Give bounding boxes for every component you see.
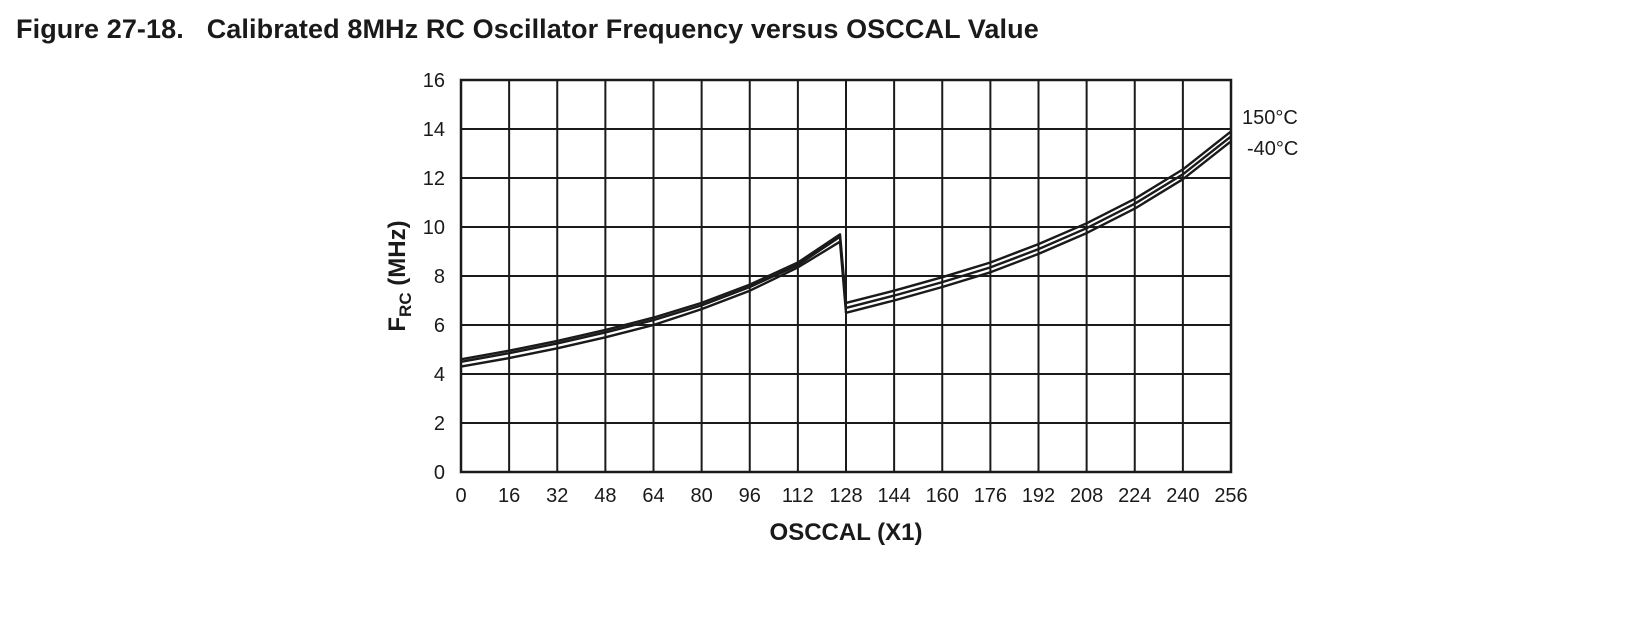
x-tick-label-14: 224 [1118,485,1151,507]
x-tick-label-4: 64 [642,485,664,507]
y-axis-title-unit: (MHz) [384,220,411,292]
grid [460,79,1232,473]
x-tick-label-1: 16 [498,485,520,507]
series-line-2 [460,140,1232,368]
x-axis-title: OSCCAL (X1) [770,519,923,546]
series-labels: 150°C -40°C [1242,107,1298,160]
y-tick-label-8: 16 [423,70,445,92]
figure-number: Figure 27-18. [16,14,184,44]
y-axis-title-main: F [384,317,411,332]
y-tick-label-7: 14 [423,119,445,141]
y-tick-label-3: 6 [434,315,445,337]
y-axis-title: FRC (MHz) [384,220,415,331]
series-lines [460,130,1232,368]
x-tick-label-10: 160 [926,485,959,507]
x-tick-label-13: 208 [1070,485,1103,507]
series-label-0: 150°C [1242,107,1298,129]
x-tick-label-7: 112 [782,485,814,507]
x-tick-label-6: 96 [739,485,761,507]
x-tick-label-15: 240 [1166,485,1199,507]
y-tick-labels: 0 2 4 6 8 10 12 14 16 [423,70,445,484]
y-tick-label-0: 0 [434,462,445,484]
x-tick-labels: 0 16 32 48 64 80 96 112 128 144 160 176 192 208 224 240… [455,485,1247,507]
x-tick-label-12: 192 [1022,485,1055,507]
y-tick-label-2: 4 [434,364,445,386]
plot-area-frame [459,78,1233,474]
figure-title: Figure 27-18. Calibrated 8MHz RC Oscilla… [16,14,1039,45]
x-tick-label-8: 128 [829,485,862,507]
x-tick-label-3: 48 [594,485,616,507]
y-tick-label-5: 10 [423,217,445,239]
y-tick-label-4: 8 [434,266,445,288]
x-tick-label-2: 32 [546,485,568,507]
x-tick-label-11: 176 [974,485,1007,507]
series-label-2: -40°C [1247,138,1298,160]
x-tick-label-16: 256 [1214,485,1247,507]
y-tick-label-1: 2 [434,413,445,435]
x-tick-label-5: 80 [691,485,713,507]
x-tick-label-9: 144 [877,485,910,507]
x-tick-label-0: 0 [455,485,466,507]
figure-caption: Calibrated 8MHz RC Oscillator Frequency … [206,14,1039,44]
y-tick-label-6: 12 [423,168,445,190]
y-axis-title-subscript: RC [396,292,415,317]
